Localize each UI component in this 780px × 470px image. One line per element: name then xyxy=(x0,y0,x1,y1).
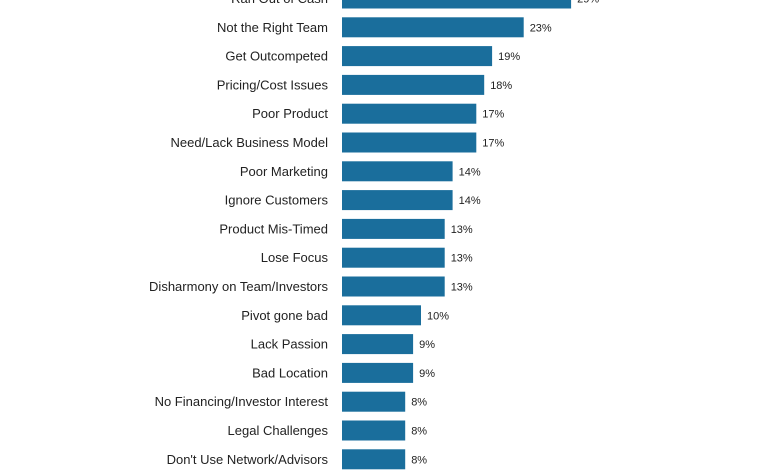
value-label: 9% xyxy=(419,368,435,380)
value-label: 18% xyxy=(490,80,512,92)
value-label: 8% xyxy=(411,397,427,409)
bar-row: Poor Marketing 14% xyxy=(240,161,481,182)
bar-row: Lack Passion 9% xyxy=(251,334,435,355)
bar xyxy=(342,449,406,470)
bar-row: Not the Right Team 23% xyxy=(217,17,552,38)
value-label: 14% xyxy=(459,166,481,178)
bar xyxy=(342,276,445,297)
value-label: 8% xyxy=(411,454,427,466)
bar-row: Ignore Customers 14% xyxy=(225,190,481,211)
category-label: Lose Focus xyxy=(261,250,329,265)
category-label: Need/Lack Business Model xyxy=(170,135,328,150)
bar xyxy=(342,247,445,268)
bar xyxy=(342,132,477,153)
bar-row: Lose Focus 13% xyxy=(261,247,473,268)
category-label: Pivot gone bad xyxy=(241,308,328,323)
bar xyxy=(342,46,493,67)
bar xyxy=(342,218,445,239)
category-label: Lack Passion xyxy=(251,337,328,352)
bar-row: Poor Product 17% xyxy=(252,103,505,124)
bar-row: Pricing/Cost Issues 18% xyxy=(217,74,512,95)
bar-row: Pivot gone bad 10% xyxy=(241,305,449,326)
category-label: Get Outcompeted xyxy=(225,49,328,64)
bar xyxy=(342,334,414,355)
value-label: 19% xyxy=(498,51,520,63)
bar-row: Legal Challenges 8% xyxy=(228,420,427,441)
value-label: 13% xyxy=(451,253,473,265)
bar xyxy=(342,391,406,412)
bar xyxy=(342,190,453,211)
bar xyxy=(342,362,414,383)
category-label: Ignore Customers xyxy=(225,193,329,208)
category-label: Not the Right Team xyxy=(217,20,328,35)
value-label: 10% xyxy=(427,310,449,322)
category-label: Poor Product xyxy=(252,106,328,121)
bar-row: Bad Location 9% xyxy=(252,362,435,383)
value-label: 23% xyxy=(530,22,552,34)
category-label: Legal Challenges xyxy=(228,423,329,438)
bar-row: Need/Lack Business Model 17% xyxy=(170,132,505,153)
category-label: Don't Use Network/Advisors xyxy=(167,452,329,467)
bar xyxy=(342,17,524,38)
category-label: Poor Marketing xyxy=(240,164,328,179)
bar-row: Product Mis-Timed 13% xyxy=(219,218,473,239)
bar xyxy=(342,305,421,326)
bar-row: Don't Use Network/Advisors 8% xyxy=(167,449,427,470)
value-label: 14% xyxy=(459,195,481,207)
value-label: 8% xyxy=(411,426,427,438)
bar-row: Get Outcompeted 19% xyxy=(225,46,520,67)
value-label: 17% xyxy=(482,138,504,150)
category-label: Disharmony on Team/Investors xyxy=(149,279,328,294)
value-label: 9% xyxy=(419,339,435,351)
bar xyxy=(342,161,453,182)
bar xyxy=(342,0,572,9)
bar xyxy=(342,74,485,95)
category-label: Pricing/Cost Issues xyxy=(217,77,329,92)
category-label: No Financing/Investor Interest xyxy=(155,394,329,409)
bar-row: No Financing/Investor Interest 8% xyxy=(155,391,427,412)
bar-row: Ran Out of Cash 29% xyxy=(231,0,599,9)
value-label: 29% xyxy=(577,0,599,6)
category-label: Ran Out of Cash xyxy=(231,0,328,6)
bar xyxy=(342,420,406,441)
value-label: 17% xyxy=(482,109,504,121)
bar-row: Disharmony on Team/Investors 13% xyxy=(149,276,473,297)
bar xyxy=(342,103,477,124)
category-label: Bad Location xyxy=(252,365,328,380)
value-label: 13% xyxy=(451,282,473,294)
category-label: Product Mis-Timed xyxy=(219,221,328,236)
value-label: 13% xyxy=(451,224,473,236)
